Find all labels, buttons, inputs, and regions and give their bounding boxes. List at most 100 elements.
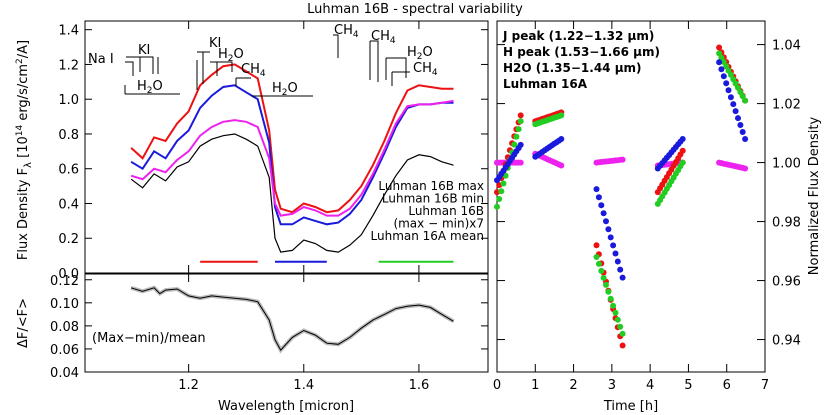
timeseries-point-blue — [558, 136, 565, 142]
timeseries-point-green — [558, 112, 565, 119]
ratio-panel: 0.04 0.06 0.08 0.10 0.12 1.2 1.4 1.6 (Max−min)… — [16, 273, 489, 414]
ki2-marker — [196, 51, 210, 90]
h2o3-label: H2O — [272, 81, 298, 98]
timeseries-y-ticks: 0.94 0.96 0.98 1.00 1.02 1.04 — [497, 39, 801, 349]
spectra-legend-entry: Luhman 16B min — [382, 192, 484, 206]
timeseries-point-green — [600, 274, 607, 281]
timeseries-point-green — [593, 254, 600, 260]
timeseries-y-tick-label: 1.02 — [772, 98, 801, 113]
ch4-4-marker — [391, 71, 410, 86]
timeseries-point-blue — [610, 242, 617, 249]
spectra-y-tick-label: 1.0 — [58, 93, 79, 108]
h2o1-label: H2O — [137, 79, 163, 96]
timeseries-x-tick-label: 3 — [608, 378, 616, 393]
ratio-frame — [84, 273, 489, 373]
timeseries-point-blue — [617, 266, 624, 273]
spectra-y-tick-label: 0.0 — [58, 267, 79, 282]
ki1-marker — [126, 56, 159, 74]
timeseries-point-blue — [732, 108, 739, 115]
timeseries-point-blue — [517, 141, 524, 148]
ratio-y-tick-label: 0.08 — [50, 320, 79, 335]
ch4-2-label: CH4 — [334, 23, 359, 40]
timeseries-point-green — [610, 302, 617, 309]
timeseries-y-tick-label: 1.00 — [772, 157, 801, 172]
timeseries-point-green — [515, 126, 522, 133]
timeseries-point-blue — [600, 210, 607, 217]
timeseries-y-tick-label: 0.94 — [772, 334, 801, 349]
timeseries-point-green — [617, 323, 624, 330]
ratio-annotation: (Max−min)/mean — [92, 331, 206, 346]
timeseries-point-blue — [720, 73, 727, 80]
timeseries-point-blue — [742, 136, 749, 142]
h2o1-marker — [124, 85, 180, 95]
timeseries-x-tick-label: 5 — [684, 378, 692, 393]
timeseries-legend: J peak (1.22−1.32 μm) H peak (1.53−1.66 μ… — [502, 29, 660, 91]
timeseries-point-blue — [598, 202, 605, 209]
timeseries-point-magenta — [619, 156, 626, 163]
timeseries-y-axis-label: Normalized Flux Density — [807, 116, 822, 275]
timeseries-point-blue — [725, 87, 732, 94]
spectra-legend-entry: Luhman 16A mean — [371, 229, 484, 243]
spectra-y-ticks: 0.0 0.2 0.4 0.6 0.8 1.0 1.2 1.4 — [58, 24, 488, 282]
ratio-y-ticks: 0.04 0.06 0.08 0.10 0.12 — [50, 274, 488, 381]
timeseries-point-green — [598, 267, 605, 274]
timeseries-point-blue — [739, 129, 746, 135]
timeseries-point-green — [607, 295, 614, 302]
spectrum-line-blue — [130, 84, 454, 226]
timeseries-x-tick-label: 0 — [493, 378, 501, 393]
timeseries-point-blue — [612, 250, 619, 257]
figure-title: Luhman 16B - spectral variability — [307, 2, 523, 17]
timeseries-x-tick-label: 2 — [569, 378, 577, 393]
timeseries-point-blue — [603, 218, 609, 225]
ratio-x-tick-label: 1.6 — [409, 378, 430, 393]
timeseries-point-green — [511, 141, 518, 148]
timeseries-x-axis-label: Time [h] — [603, 399, 658, 414]
timeseries-point-green — [612, 309, 619, 316]
ch4-1-marker — [235, 77, 251, 86]
timeseries-point-green — [605, 288, 612, 295]
spectra-panel: 0.0 0.2 0.4 0.6 0.8 1.0 1.2 1.4 Na I KI H2O KI … — [15, 20, 489, 282]
spectra-y-tick-label: 0.2 — [58, 232, 79, 247]
timeseries-legend-entry: Luhman 16A — [503, 77, 588, 91]
ratio-y-tick-label: 0.06 — [50, 343, 79, 358]
ch4-2-marker — [333, 34, 339, 58]
timeseries-point-green — [679, 159, 686, 166]
ratio-y-axis-label: ΔF/<F> — [16, 298, 31, 348]
timeseries-point-magenta — [517, 159, 524, 166]
ki1-label: KI — [138, 43, 150, 58]
spectra-y-tick-label: 0.8 — [58, 128, 79, 143]
timeseries-point-red — [716, 44, 723, 51]
timeseries-point-green — [619, 330, 626, 337]
ch4-3-label: CH4 — [371, 29, 396, 46]
spectrum-line-magenta — [130, 99, 454, 217]
timeseries-point-red — [593, 242, 600, 249]
ratio-line — [130, 285, 455, 354]
spectra-legend-entry: Luhman 16B — [408, 204, 484, 218]
spectrum-line-red — [130, 63, 454, 214]
ch4-1-label: CH4 — [241, 62, 266, 79]
timeseries-point-blue — [727, 94, 734, 101]
timeseries-x-tick-label: 7 — [761, 378, 769, 393]
timeseries-point-blue — [737, 122, 744, 128]
ratio-y-tick-label: 0.12 — [50, 274, 79, 289]
timeseries-y-tick-label: 0.98 — [772, 216, 801, 231]
timeseries-point-green — [742, 97, 749, 104]
h2o4-label: H2O — [407, 45, 433, 62]
h2o4-marker — [385, 57, 407, 80]
ratio-x-ticks: 1.2 1.4 1.6 — [178, 274, 429, 393]
spectra-y-tick-label: 0.6 — [58, 163, 79, 178]
timeseries-point-green — [513, 133, 520, 140]
timeseries-point-blue — [595, 194, 602, 201]
spectra-y-tick-label: 1.2 — [58, 58, 79, 73]
timeseries-point-green — [494, 203, 500, 210]
ratio-x-axis-label: Wavelength [micron] — [218, 399, 354, 414]
timeseries-points — [494, 44, 749, 349]
timeseries-legend-entry: H2O (1.35−1.44 μm) — [503, 61, 642, 75]
timeseries-point-green — [517, 118, 524, 125]
timeseries-point-blue — [607, 234, 614, 241]
feature-labels: Na I KI H2O KI H2O CH4 H2O CH4 CH4 H2O C… — [88, 23, 438, 98]
timeseries-panel: 0.94 0.96 0.98 1.00 1.02 1.04 0 1 2 3 4 5 6 7 J peak… — [493, 20, 822, 414]
spectra-legend-entry: Luhman 16B max — [378, 179, 484, 193]
timeseries-point-blue — [619, 274, 626, 281]
